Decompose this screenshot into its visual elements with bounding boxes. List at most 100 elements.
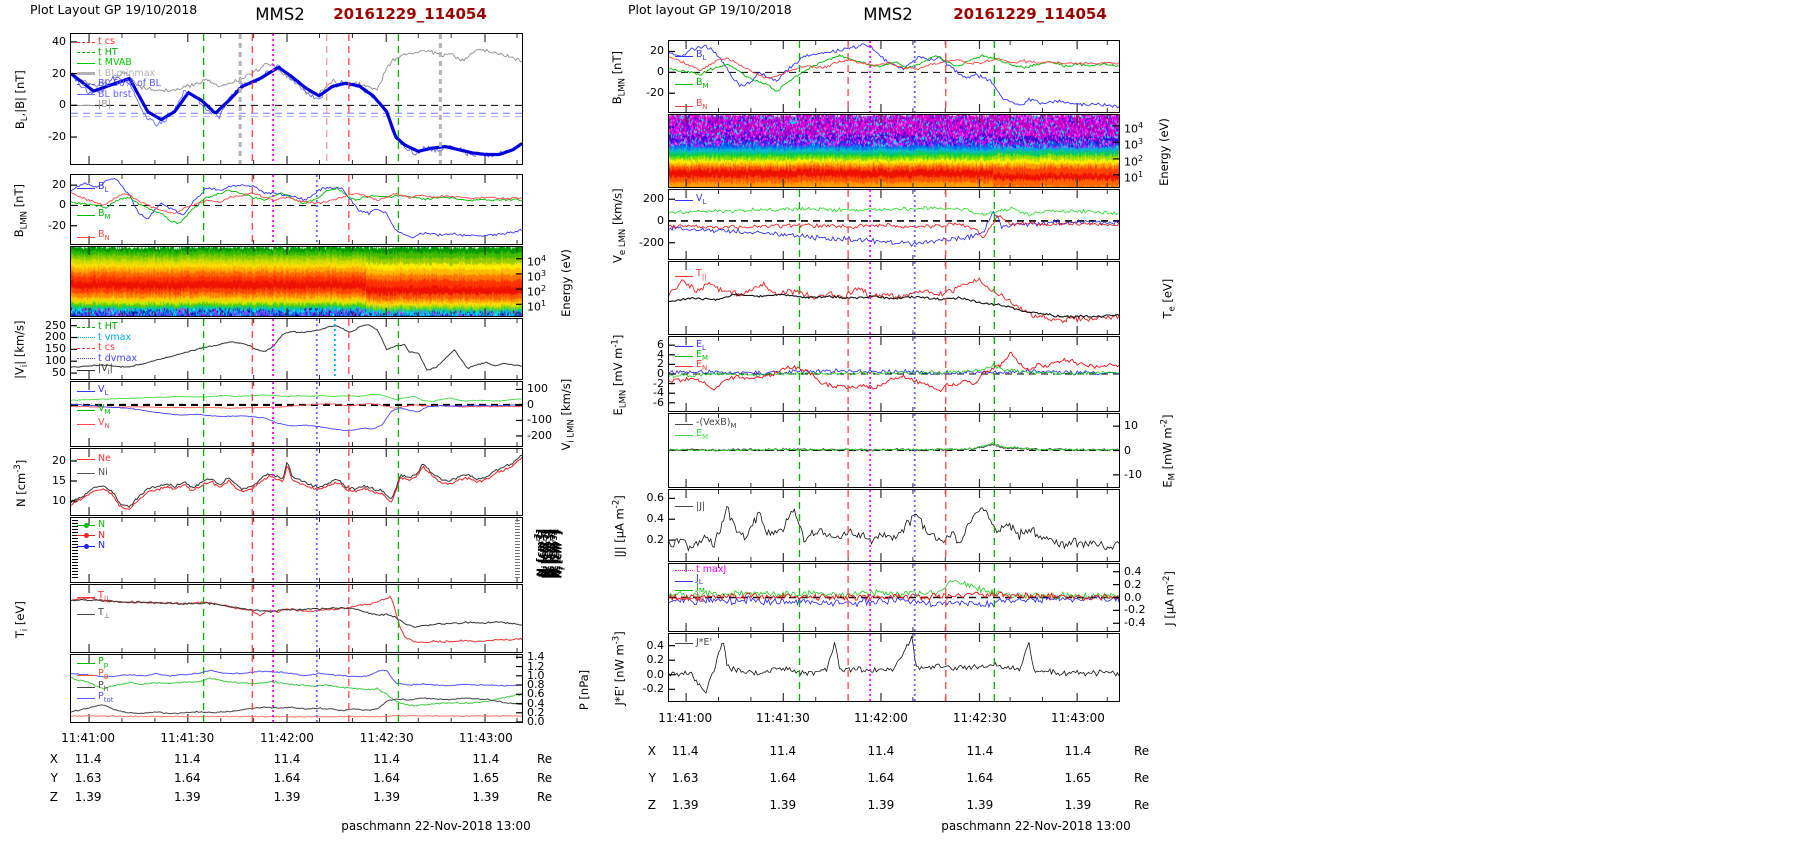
axis-tick-label: 0 <box>527 397 534 411</box>
e-lmn-series-em <box>669 362 1119 379</box>
ion-velocity-lmn-legend-item: VL <box>77 384 108 398</box>
spacecraft-title: MMS2 <box>255 5 305 24</box>
ephemeris-value: 11.4 <box>472 752 500 766</box>
panel-bfield-total: 40 20 0 -20 BL,|B| [nT] t cs t HT t MVAB t BLmin… <box>12 33 523 165</box>
axis-tick-label: 0.2 <box>1124 577 1142 591</box>
ion-temperature-plot <box>71 585 522 652</box>
e-m-comparison-legend-item: -(VexB)M <box>675 417 736 431</box>
panel-density: 20 15 10 N [cm-3] Ne Ni <box>14 448 523 516</box>
legend-label: T⊥ <box>98 606 110 620</box>
legend-line-sample <box>675 642 693 644</box>
axis-tick-label: 20 <box>52 178 66 192</box>
legend-label: BM <box>98 208 111 221</box>
axis-tick-label: 150 <box>45 342 66 356</box>
axis-tick-label: 1.0 <box>527 668 545 682</box>
ion-speed-legend-item: |Vi| <box>77 363 113 377</box>
time-tick-label: 11:43:00 <box>458 731 513 745</box>
axis-tick-label: 102 <box>527 284 547 299</box>
legend-line-sample <box>77 337 95 339</box>
legend-label: t dvmax <box>98 352 138 364</box>
legend-line-sample <box>77 41 95 43</box>
ephemeris-unit: Re <box>1134 744 1150 758</box>
electron-velocity-lmn-ylabel: Ve LMN [km/s] <box>610 188 628 263</box>
b-lmn-series-bl <box>71 178 522 239</box>
ion-velocity-lmn-plot <box>71 382 522 446</box>
axis-tick-label: 50 <box>52 366 66 380</box>
axis-tick-label: 100 <box>45 354 66 368</box>
legend-label: N <box>98 529 106 541</box>
ion-speed-legend-item: t vmax <box>77 332 131 344</box>
axis-tick-label: 0 <box>1124 443 1131 457</box>
ion-velocity-lmn-legend-item: VM <box>77 403 111 417</box>
e-m-comparison-plot <box>669 414 1119 487</box>
current-lmn-ylabel-right: J [µA m-2] <box>1161 571 1177 626</box>
time-tick-label: 11:42:00 <box>853 711 908 725</box>
legend-label: N <box>98 518 106 530</box>
axis-tick-label: 0.4 <box>527 696 545 710</box>
legend-line-sample <box>77 686 95 688</box>
legend-line-sample <box>675 356 693 358</box>
axis-tick-label: 0.0 <box>1124 590 1142 604</box>
legend-line-sample <box>77 409 95 411</box>
legend-line-sample <box>675 346 693 348</box>
current-lmn-plot <box>669 564 1119 631</box>
panel-b-lmn: 20 0 -20 BLMN [nT] BL BM BN <box>12 174 523 245</box>
legend-label: Ptot <box>98 691 114 705</box>
density-plot <box>71 449 522 515</box>
legend-label: T|| <box>98 589 109 603</box>
legend-line-sample <box>675 589 693 591</box>
density-series-ni <box>71 454 522 508</box>
current-lmn-legend-item: JM <box>675 582 705 596</box>
density-markers-legend-item: N <box>77 541 105 552</box>
ephemeris-value: 1.39 <box>472 790 500 804</box>
legend-line-sample <box>77 370 95 372</box>
b-lmn-series-bl <box>669 43 1119 109</box>
legend-label: Pp <box>98 656 109 669</box>
axis-tick-label: 0.4 <box>646 638 665 652</box>
legend-label: J*E' <box>696 637 713 649</box>
panel-current-lmn: 0.4 0.2 0.0 -0.2 -0.4 J [µA m-2] t maxJ JL JM JN <box>668 563 1176 632</box>
legend-line-sample <box>675 580 693 582</box>
axis-tick-label: 100 <box>527 382 548 396</box>
axis-tick-label: 1.2 <box>527 659 545 673</box>
axis-tick-label: 40 <box>52 34 66 48</box>
legend-label: BM <box>696 76 709 90</box>
axis-tick-label: 200 <box>45 330 66 344</box>
plot-layout-label: Plot layout GP 19/10/2018 <box>628 2 792 17</box>
legend-line-sample <box>77 424 95 426</box>
pressure-plot <box>71 655 522 722</box>
legend-label: JL <box>696 573 703 587</box>
legend-line-sample <box>675 506 693 508</box>
ephemeris-unit: Re <box>537 771 553 785</box>
current-lmn-legend-item: JL <box>675 573 703 587</box>
credit-footer: paschmann 22-Nov-2018 13:00 <box>341 819 531 833</box>
legend-label: |Vi| <box>98 363 113 376</box>
current-magnitude-series-j <box>669 505 1119 552</box>
e-lmn-plot <box>669 337 1119 411</box>
legend-label: |B| <box>98 99 111 110</box>
density-markers-legend-item: N <box>77 518 106 531</box>
ephemeris-unit: Re <box>1134 771 1150 785</box>
ephemeris-value: 1.63 <box>74 771 102 785</box>
time-tick-label: 11:41:30 <box>755 711 810 725</box>
joule-dissipation-series-je <box>669 635 1119 694</box>
legend-line-sample <box>77 83 95 85</box>
legend-line-sample <box>675 365 693 367</box>
ephemeris-value: 1.64 <box>867 771 895 785</box>
legend-label: t HT <box>98 321 118 332</box>
e-m-comparison-series-em <box>669 442 1119 452</box>
bfield-total-legend-item: t HT <box>77 47 118 59</box>
legend-line-sample <box>675 105 693 107</box>
axis-tick-label: -200 <box>639 235 664 249</box>
b-lmn-series-bn <box>669 56 1119 79</box>
legend-line-sample <box>77 391 95 393</box>
joule-dissipation-legend-item: J*E' <box>675 638 712 649</box>
axis-tick-label: 200 <box>643 192 664 206</box>
legend-label: N <box>98 540 106 552</box>
ephemeris-value: 1.39 <box>373 790 400 804</box>
current-lmn-legend-item: JN <box>675 591 704 605</box>
legend-label: VN <box>98 417 110 431</box>
ephemeris-value: 11.4 <box>966 744 994 758</box>
ephemeris-value: 11.4 <box>173 752 201 766</box>
ephemeris-value: 11.4 <box>1064 744 1092 758</box>
